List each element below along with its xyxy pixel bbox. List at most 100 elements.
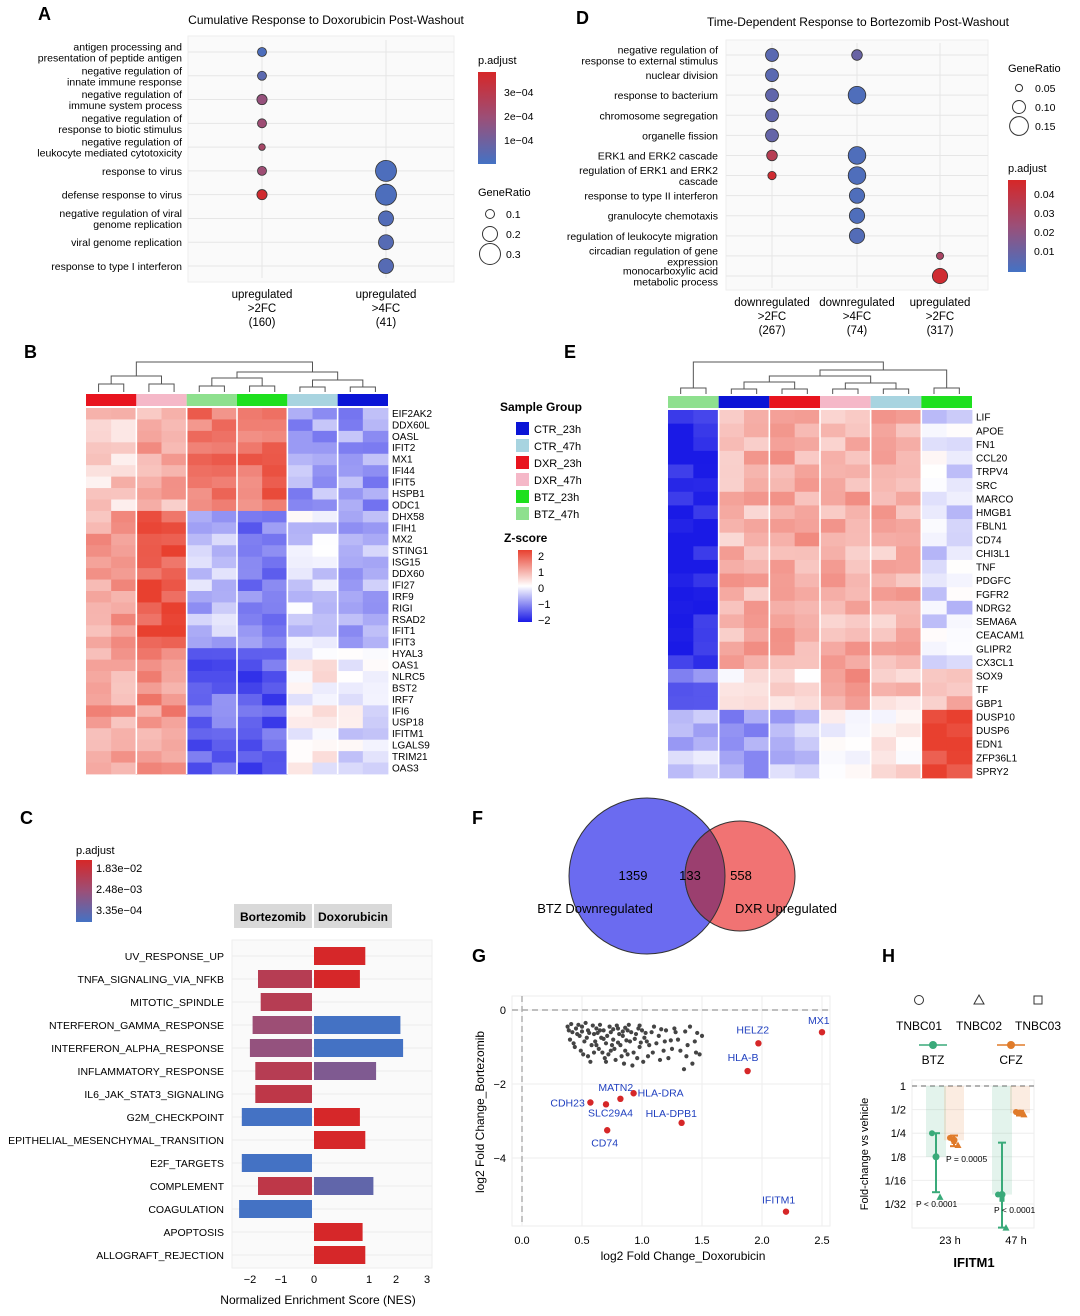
heatmap-cell bbox=[312, 705, 339, 718]
heatmap-cell bbox=[237, 591, 263, 603]
heatmap-cell bbox=[237, 739, 263, 752]
replicate-point bbox=[1017, 1110, 1023, 1116]
replicate-point bbox=[933, 1154, 939, 1160]
term-label: viral genome replication bbox=[71, 237, 182, 249]
group-bar-segment bbox=[237, 394, 288, 406]
background-point bbox=[583, 1020, 588, 1026]
dot-point bbox=[847, 166, 867, 185]
heatmap-cell bbox=[718, 491, 745, 506]
heatmap-cell bbox=[362, 636, 389, 649]
heatmap-cell bbox=[237, 408, 263, 420]
heatmap-cell bbox=[946, 723, 973, 738]
gene-label: ZFP36L1 bbox=[976, 753, 1018, 764]
background-point bbox=[626, 1022, 631, 1027]
heatmap-cell bbox=[337, 705, 364, 718]
heatmap-cell bbox=[186, 613, 213, 626]
size-legend-circle bbox=[485, 209, 495, 219]
heatmap-cell bbox=[744, 750, 770, 765]
heatmap-cell bbox=[237, 579, 263, 592]
heatmap-cell bbox=[921, 532, 948, 547]
heatmap-cell bbox=[896, 764, 922, 779]
heatmap-cell bbox=[668, 668, 694, 683]
heatmap-cell bbox=[718, 464, 745, 479]
heatmap-cell bbox=[744, 723, 770, 738]
background-point bbox=[683, 1029, 688, 1034]
heatmap-cell bbox=[211, 453, 238, 466]
background-point bbox=[590, 1023, 595, 1028]
x-tick-label: 0.0 bbox=[514, 1235, 529, 1247]
heatmap-cell bbox=[287, 602, 313, 615]
dot-point bbox=[257, 47, 267, 57]
panel-label-g: G bbox=[472, 946, 486, 966]
background-point bbox=[603, 1059, 609, 1064]
heatmap-cell bbox=[946, 546, 973, 561]
heatmap-cell bbox=[161, 602, 188, 615]
heatmap-cell bbox=[337, 430, 364, 443]
group-label: >4FC bbox=[372, 303, 400, 315]
heatmap-cell bbox=[211, 476, 238, 489]
heatmap-cell bbox=[111, 453, 137, 466]
background-point bbox=[668, 1038, 673, 1043]
heatmap-cell bbox=[287, 442, 313, 455]
heatmap-cell bbox=[211, 568, 238, 580]
size-legend-label: 0.2 bbox=[506, 229, 521, 241]
heatmap-cell bbox=[161, 408, 188, 420]
x-tick-label: 2.0 bbox=[754, 1235, 769, 1247]
heatmap-cell bbox=[693, 628, 720, 643]
heatmap-cell bbox=[896, 696, 922, 711]
pathway-label: INFLAMMATORY_RESPONSE bbox=[78, 1066, 224, 1078]
heatmap-cell bbox=[86, 739, 112, 752]
size-legend-circle bbox=[1012, 100, 1026, 114]
gene-label: IFI44 bbox=[392, 466, 415, 477]
heatmap-cell bbox=[262, 556, 288, 569]
y-tick-label: 1/16 bbox=[885, 1175, 906, 1187]
heatmap-cell bbox=[362, 625, 389, 638]
panel-b-heatmap-cells bbox=[86, 408, 389, 775]
term-label: leukocyte mediated cytotoxicity bbox=[37, 148, 182, 160]
gene-point-label: HLA-DRA bbox=[638, 1087, 684, 1099]
heatmap-cell bbox=[211, 636, 238, 649]
heatmap-cell bbox=[362, 430, 389, 443]
heatmap-cell bbox=[794, 559, 821, 574]
dendrogram-branch bbox=[98, 383, 125, 392]
heatmap-cell bbox=[237, 510, 263, 523]
panel-a-colorbar-ticks: 3e−04 2e−04 1e−04 bbox=[496, 87, 534, 147]
significant-point bbox=[744, 1067, 751, 1075]
heatmap-cell bbox=[211, 739, 238, 752]
heatmap-cell bbox=[337, 499, 364, 512]
heatmap-cell bbox=[186, 602, 213, 615]
heatmap-cell bbox=[111, 591, 137, 603]
heatmap-cell bbox=[86, 545, 112, 558]
heatmap-cell bbox=[744, 450, 770, 465]
heatmap-cell bbox=[337, 728, 364, 741]
heatmap-cell bbox=[186, 648, 213, 661]
background-point bbox=[620, 1033, 625, 1038]
background-point bbox=[623, 1025, 628, 1030]
background-point bbox=[662, 1039, 667, 1044]
group-bar-segment bbox=[718, 396, 770, 408]
heatmap-cell bbox=[262, 419, 288, 432]
heatmap-cell bbox=[668, 559, 694, 574]
heatmap-cell bbox=[794, 546, 821, 561]
zscore-title: Z-score bbox=[504, 531, 548, 545]
heatmap-cell bbox=[718, 573, 745, 588]
heatmap-cell bbox=[896, 614, 922, 629]
background-point bbox=[587, 1030, 592, 1036]
heatmap-cell bbox=[946, 628, 973, 643]
heatmap-cell bbox=[870, 628, 897, 643]
heatmap-cell bbox=[946, 614, 973, 629]
gene-label: USP18 bbox=[392, 718, 424, 729]
heatmap-cell bbox=[262, 579, 288, 592]
heatmap-cell bbox=[86, 568, 112, 580]
heatmap-cell bbox=[896, 478, 922, 493]
heatmap-cell bbox=[668, 505, 694, 520]
heatmap-cell bbox=[794, 628, 821, 643]
background-point bbox=[675, 1037, 681, 1042]
group-bar-segment bbox=[287, 394, 338, 406]
significant-point bbox=[587, 1099, 594, 1106]
significant-point bbox=[602, 1101, 610, 1108]
heatmap-cell bbox=[718, 546, 745, 561]
dendrogram-branch bbox=[680, 387, 707, 394]
heatmap-cell bbox=[237, 625, 263, 638]
